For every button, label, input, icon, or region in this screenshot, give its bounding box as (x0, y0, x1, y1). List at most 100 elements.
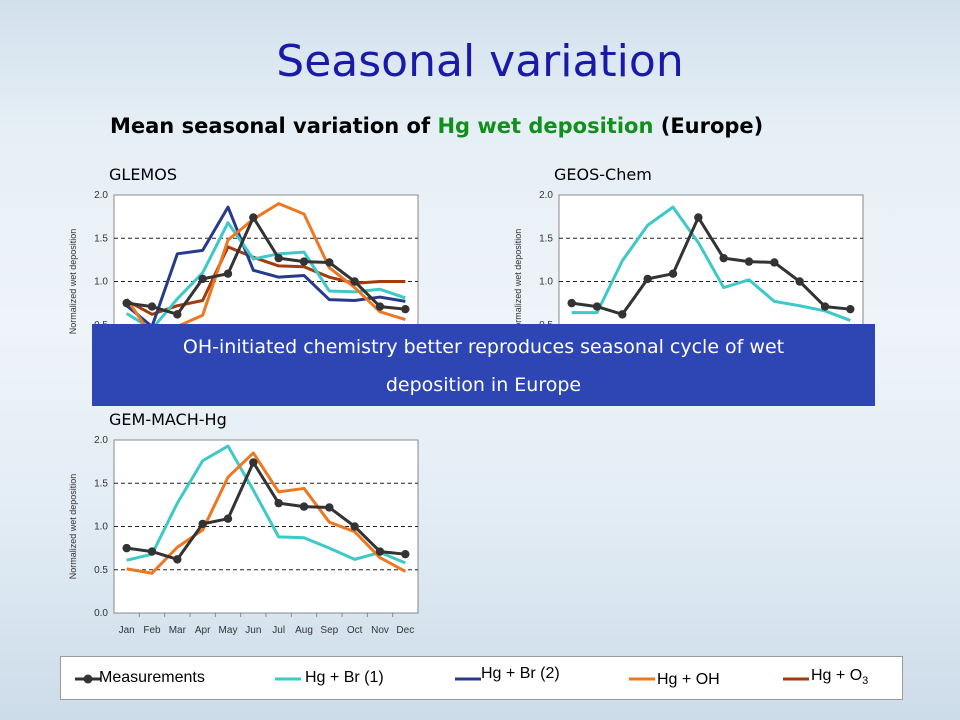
series-line-measurements (126, 460, 406, 561)
x-tick-label: May (219, 625, 238, 636)
data-point-measurements (643, 274, 652, 284)
y-axis-label: Normalized wet deposition (68, 229, 78, 335)
data-point-measurements (350, 522, 359, 531)
y-axis-label: Normalized wet deposition (68, 474, 78, 580)
data-point-measurements (223, 269, 233, 278)
y-axis-label: Normalized wet deposition (513, 229, 523, 335)
data-point-measurements (299, 257, 309, 266)
x-tick-label: Nov (371, 625, 389, 636)
data-point-measurements (147, 302, 157, 311)
y-tick-label: 1.0 (94, 522, 108, 533)
y-tick-label: 1.0 (539, 277, 553, 288)
y-tick-label: 1.0 (94, 277, 108, 288)
data-point-measurements (770, 258, 779, 267)
legend-swatch-hg-br-1 (275, 677, 301, 681)
y-tick-label: 1.5 (539, 233, 553, 244)
y-tick-label: 1.5 (94, 233, 108, 244)
data-point-measurements (147, 547, 157, 556)
data-point-measurements (719, 253, 728, 263)
data-point-measurements (618, 310, 627, 319)
x-tick-label: Apr (195, 625, 211, 636)
data-point-measurements (198, 274, 207, 284)
legend-item-hg-br-2: Hg + Br (2) (453, 657, 603, 701)
data-point-measurements (274, 253, 283, 263)
legend-label-hg-br-2: Hg + Br (2) (481, 665, 560, 682)
data-point-measurements (173, 555, 182, 564)
subtitle-prefix: Mean seasonal variation of (110, 114, 438, 138)
data-point-measurements (375, 547, 385, 556)
callout-line-1: OH-initiated chemistry better reproduces… (182, 336, 785, 358)
slide-title: Seasonal variation (276, 36, 684, 87)
panel-title: GEOS-Chem (554, 165, 652, 184)
data-point-measurements (274, 498, 283, 508)
x-tick-label: Mar (169, 625, 187, 636)
data-point-measurements (122, 298, 131, 308)
legend-label-hg-o3-sub: 3 (862, 675, 869, 688)
series-line-hg-br-2 (125, 205, 406, 328)
series-line-hg-br-1 (126, 444, 406, 565)
subtitle-suffix: (Europe) (653, 114, 764, 138)
series-line-hg-br-1 (571, 205, 851, 322)
legend-swatch-hg-o3 (783, 677, 809, 681)
legend-swatch-hg-br-2 (455, 677, 481, 681)
data-point-measurements (299, 502, 309, 511)
data-point-measurements (350, 277, 359, 286)
legend-label-hg-o3: Hg + O3 (811, 667, 868, 687)
legend-item-hg-o3: Hg + O3 (781, 657, 896, 701)
y-tick-label: 2.0 (539, 190, 553, 201)
data-point-measurements (249, 213, 258, 222)
subtitle-highlight: Hg wet deposition (437, 114, 654, 138)
y-tick-label: 2.0 (94, 190, 108, 201)
legend-label-hg-oh: Hg + OH (657, 671, 720, 688)
data-point-measurements (820, 302, 830, 311)
y-tick-label: 0.5 (94, 565, 108, 576)
x-tick-label: Jan (119, 625, 135, 636)
data-point-measurements (375, 302, 385, 311)
x-tick-label: Sep (320, 625, 338, 636)
x-tick-label: Jul (272, 625, 285, 636)
data-point-measurements (592, 302, 602, 311)
data-point-measurements (668, 269, 678, 278)
series-line-measurements (126, 215, 406, 316)
y-tick-label: 0.0 (94, 608, 108, 619)
data-point-measurements (567, 298, 576, 308)
legend-item-hg-oh: Hg + OH (627, 657, 757, 701)
y-tick-label: 2.0 (94, 435, 108, 446)
data-point-measurements (122, 543, 131, 553)
panel-title: GLEMOS (109, 165, 177, 184)
data-point-measurements (325, 503, 334, 512)
data-point-measurements (401, 304, 410, 314)
legend-swatch-measurements (75, 674, 101, 684)
data-point-measurements (744, 257, 754, 266)
series-line-hg-o3 (125, 245, 406, 316)
x-tick-label: Oct (347, 625, 363, 636)
data-point-measurements (173, 310, 182, 319)
x-tick-label: Jun (245, 625, 261, 636)
data-point-measurements (401, 549, 410, 559)
legend-item-measurements: Measurements (73, 657, 243, 701)
data-point-measurements (223, 514, 233, 523)
series-line-measurements (571, 215, 851, 316)
data-point-measurements (846, 304, 855, 314)
legend-item-hg-br-1: Hg + Br (1) (273, 657, 423, 701)
x-tick-label: Aug (295, 625, 313, 636)
legend-label-hg-br-1: Hg + Br (1) (305, 669, 384, 686)
y-tick-label: 1.5 (94, 478, 108, 489)
data-point-measurements (795, 277, 804, 286)
legend-label-measurements: Measurements (99, 669, 205, 686)
conclusion-callout: OH-initiated chemistry better reproduces… (92, 324, 875, 406)
legend-swatch-hg-oh (629, 677, 655, 681)
chart-gem-mach-hg: GEM-MACH-Hg 0.0 0.5 1.0 1.5 2.0 Jan Feb Mar Apr Ma… (68, 410, 419, 636)
slide-subtitle: Mean seasonal variation of Hg wet deposi… (110, 114, 763, 138)
x-tick-label: Feb (143, 625, 161, 636)
x-tick-label: Dec (396, 625, 414, 636)
series-line-hg-oh (126, 451, 407, 575)
legend-label-hg-o3-text: Hg + O (811, 667, 863, 684)
data-point-measurements (694, 213, 703, 222)
data-point-measurements (249, 458, 258, 467)
data-point-measurements (325, 258, 334, 267)
chart-legend: Measurements Hg + Br (1) Hg + Br (2) Hg … (60, 656, 903, 700)
callout-line-2: deposition in Europe (385, 374, 582, 396)
data-point-measurements (198, 519, 207, 529)
panel-title: GEM-MACH-Hg (109, 410, 227, 429)
